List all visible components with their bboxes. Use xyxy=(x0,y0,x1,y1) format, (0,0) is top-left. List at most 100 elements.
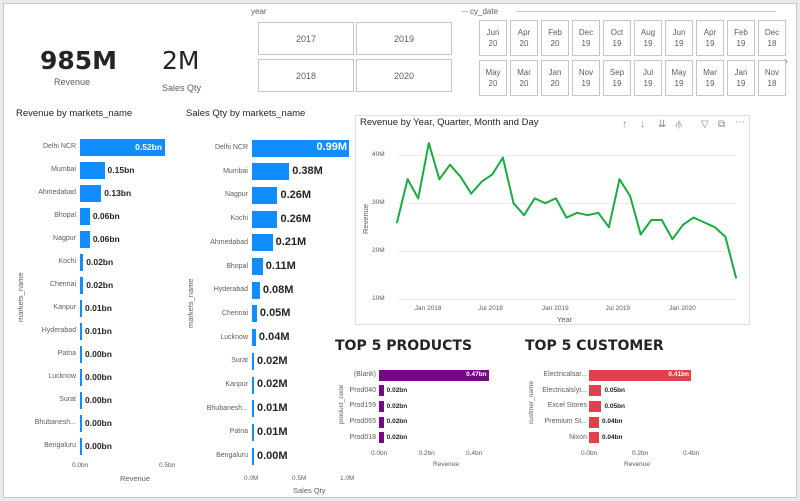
revenue-markets-bar[interactable] xyxy=(80,253,84,271)
revenue-markets-bar[interactable] xyxy=(80,184,102,202)
revenue-data-point[interactable] xyxy=(650,219,653,221)
revenue-data-point[interactable] xyxy=(523,214,526,217)
revenue-markets-bar[interactable] xyxy=(80,345,82,363)
date-option[interactable]: Dec 19 xyxy=(572,20,600,56)
date-option[interactable]: May 20 xyxy=(479,60,507,96)
revenue-data-point[interactable] xyxy=(501,156,504,159)
revenue-markets-bar[interactable] xyxy=(80,161,105,179)
revenue-data-point[interactable] xyxy=(406,178,409,181)
top-customers-bar[interactable] xyxy=(589,385,602,397)
revenue-data-point[interactable] xyxy=(512,202,515,205)
revenue-markets-bar[interactable] xyxy=(80,230,90,248)
revenue-markets-bar[interactable] xyxy=(80,299,82,317)
revenue-markets-bar[interactable] xyxy=(80,414,82,432)
revenue-data-point[interactable] xyxy=(480,180,483,183)
hierarchy-icon[interactable]: ⫛ xyxy=(676,119,682,130)
revenue-data-point[interactable] xyxy=(597,211,600,214)
qty-markets-bar[interactable] xyxy=(252,210,278,228)
date-option[interactable]: Aug 19 xyxy=(634,20,662,56)
qty-markets-bar[interactable] xyxy=(252,305,257,323)
top-products-bar[interactable] xyxy=(379,369,489,381)
top-products-bar[interactable] xyxy=(379,400,384,412)
expand-icon[interactable]: ⇊ xyxy=(658,119,667,130)
revenue-data-point[interactable] xyxy=(724,235,727,238)
top-customers-bar[interactable] xyxy=(589,400,602,412)
qty-markets-bar[interactable] xyxy=(252,163,290,181)
filter-icon[interactable]: ▽ xyxy=(701,119,709,130)
revenue-data-point[interactable] xyxy=(565,216,568,219)
revenue-data-point[interactable] xyxy=(618,178,621,181)
revenue-data-point[interactable] xyxy=(491,173,494,176)
date-option[interactable]: May 19 xyxy=(665,60,693,96)
date-option[interactable]: Apr 20 xyxy=(510,20,538,56)
revenue-data-point[interactable] xyxy=(417,197,420,200)
focus-mode-icon[interactable]: ⧉ xyxy=(718,119,726,130)
revenue-data-point[interactable] xyxy=(660,219,663,221)
date-option[interactable]: Mar 20 xyxy=(510,60,538,96)
qty-markets-bar[interactable] xyxy=(252,234,273,252)
down-arrow-icon[interactable]: ↓ xyxy=(640,119,645,130)
date-option[interactable]: Jan 20 xyxy=(541,60,569,96)
qty-markets-bar[interactable] xyxy=(252,281,260,299)
year-option-2018[interactable]: 2018 xyxy=(258,59,354,92)
revenue-data-point[interactable] xyxy=(427,142,430,145)
revenue-data-point[interactable] xyxy=(692,216,695,219)
revenue-data-point[interactable] xyxy=(576,211,579,214)
revenue-data-point[interactable] xyxy=(671,238,674,241)
revenue-data-point[interactable] xyxy=(629,195,632,197)
revenue-data-point[interactable] xyxy=(438,178,441,181)
year-option-2017[interactable]: 2017 xyxy=(258,22,354,55)
revenue-data-point[interactable] xyxy=(396,221,398,224)
revenue-markets-bar[interactable] xyxy=(80,437,82,455)
top-customers-bar[interactable] xyxy=(589,416,599,428)
revenue-data-point[interactable] xyxy=(544,202,547,205)
qty-markets-bar[interactable] xyxy=(252,258,263,275)
qty-markets-bar[interactable] xyxy=(252,352,254,370)
revenue-data-point[interactable] xyxy=(554,197,557,200)
revenue-data-point[interactable] xyxy=(703,221,706,224)
year-option-2020[interactable]: 2020 xyxy=(356,59,452,92)
revenue-data-point[interactable] xyxy=(533,197,536,200)
date-option[interactable]: Dec 18 xyxy=(758,20,786,56)
date-option[interactable]: Apr 19 xyxy=(696,20,724,56)
top-products-bar[interactable] xyxy=(379,432,384,444)
qty-markets-bar[interactable] xyxy=(252,329,256,347)
date-option[interactable]: Jun 19 xyxy=(665,20,693,56)
revenue-markets-bar[interactable] xyxy=(80,368,82,386)
top-products-bar[interactable] xyxy=(379,416,384,428)
date-option[interactable]: Nov 19 xyxy=(572,60,600,96)
revenue-markets-bar[interactable] xyxy=(80,391,82,409)
chevron-right-icon[interactable]: › xyxy=(784,54,788,68)
date-option[interactable]: Nov 18 xyxy=(758,60,786,96)
revenue-data-point[interactable] xyxy=(607,226,610,229)
date-option[interactable]: Jul 19 xyxy=(634,60,662,96)
date-option[interactable]: Jun 20 xyxy=(479,20,507,56)
revenue-data-point[interactable] xyxy=(639,233,642,236)
revenue-data-point[interactable] xyxy=(586,214,589,217)
date-option[interactable]: Mar 19 xyxy=(696,60,724,96)
qty-markets-bar[interactable] xyxy=(252,447,254,465)
revenue-data-point[interactable] xyxy=(448,163,451,166)
qty-markets-bar[interactable] xyxy=(252,423,254,441)
up-arrow-icon[interactable]: ↑ xyxy=(622,119,627,130)
top-customers-bar[interactable] xyxy=(589,369,691,381)
top-products-bar[interactable] xyxy=(379,385,384,397)
revenue-markets-bar[interactable] xyxy=(80,322,82,340)
qty-markets-bar[interactable] xyxy=(252,139,350,157)
date-option[interactable]: Feb 20 xyxy=(541,20,569,56)
revenue-data-point[interactable] xyxy=(735,276,737,279)
revenue-data-point[interactable] xyxy=(470,192,473,195)
date-option[interactable]: Feb 19 xyxy=(727,20,755,56)
year-option-2019[interactable]: 2019 xyxy=(356,22,452,55)
date-option[interactable]: Sep 19 xyxy=(603,60,631,96)
revenue-data-point[interactable] xyxy=(682,223,685,226)
qty-markets-bar[interactable] xyxy=(252,376,254,394)
revenue-data-point[interactable] xyxy=(713,226,716,229)
revenue-series-line[interactable] xyxy=(396,142,737,278)
revenue-data-point[interactable] xyxy=(459,175,462,178)
revenue-markets-bar[interactable] xyxy=(80,276,84,294)
date-option[interactable]: Jan 19 xyxy=(727,60,755,96)
revenue-markets-bar[interactable] xyxy=(80,138,166,156)
revenue-markets-bar[interactable] xyxy=(80,207,90,225)
more-options-icon[interactable]: ⋯ xyxy=(735,117,745,128)
